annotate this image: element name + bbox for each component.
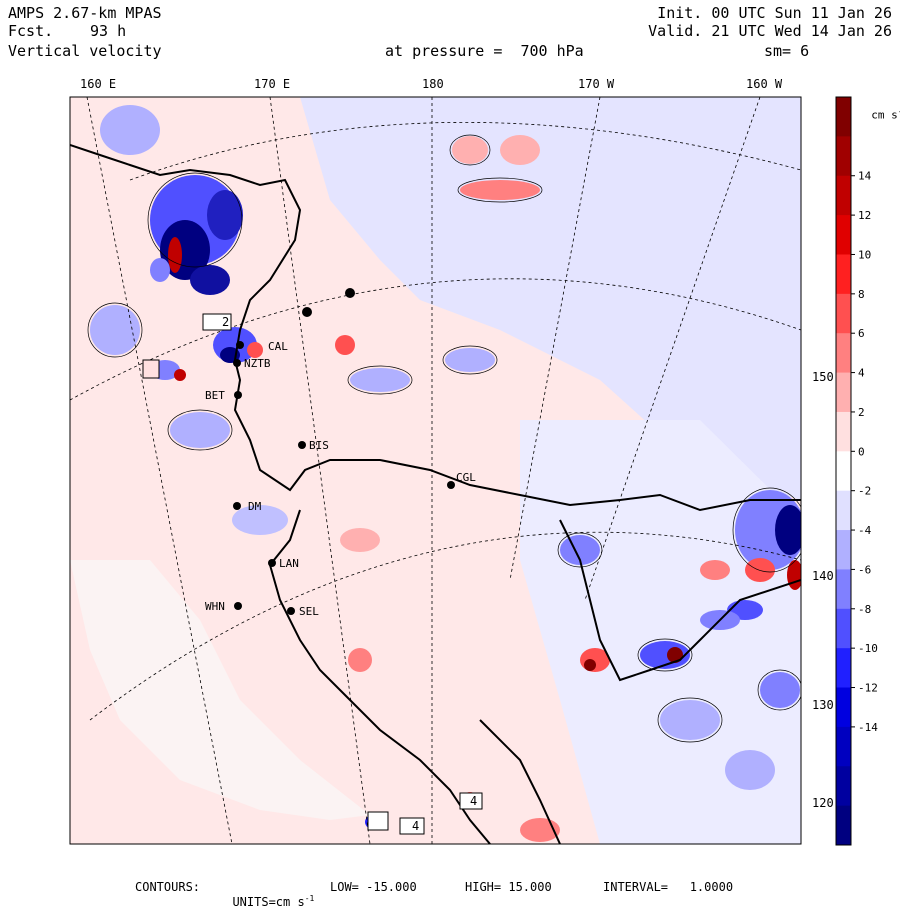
colorbar-swatch (836, 175, 851, 216)
box-label-2: 4 (412, 819, 419, 833)
mountain-dipole-north (150, 175, 243, 295)
station-cal: CAL (268, 340, 288, 353)
footer-interval: INTERVAL= 1.0000 (603, 880, 734, 894)
pressure-level: at pressure = 700 hPa (385, 42, 584, 60)
footer-units: UNITS=cm s-1 (218, 880, 314, 909)
colorbar-swatch (836, 97, 851, 137)
colorbar-tick-label: 14 (858, 170, 872, 183)
forecast-label: Fcst. (8, 22, 54, 40)
colorbar-tick-label: -4 (858, 524, 872, 537)
red-patch-1 (460, 180, 540, 200)
bottom-patch-4 (348, 648, 372, 672)
colorbar-swatch (836, 372, 851, 413)
ice-shelf-front (559, 519, 801, 682)
footer-units-exp: -1 (304, 894, 315, 903)
colorbar-tick-label: -10 (858, 642, 878, 655)
station-whn: WHN (205, 600, 225, 613)
station-bis: BIS (309, 439, 329, 452)
colorbar-tick-label: -12 (858, 682, 878, 695)
footer-contours: CONTOURS: (135, 880, 201, 894)
colorbar-tick-label: 0 (858, 445, 865, 458)
colorbar-swatch (836, 608, 851, 649)
blue-patch-east-1 (445, 348, 495, 372)
colorbar-swatch (836, 333, 851, 374)
init-time: Init. 00 UTC Sun 11 Jan 26 (657, 4, 892, 22)
graticule-parallels (70, 121, 801, 721)
station-markers (233, 288, 455, 615)
colorbar-swatch (836, 687, 851, 728)
colorbar-tick-label: 2 (858, 406, 865, 419)
model-title: AMPS 2.67-km MPAS (8, 4, 162, 22)
colorbar-swatch (836, 766, 851, 807)
red-patch-4 (335, 335, 355, 355)
blue-patch-west-3 (170, 412, 230, 448)
lon-label-160w: 160 W (746, 77, 783, 91)
colorbar-swatch (836, 411, 851, 452)
colorbar-swatch (836, 805, 851, 846)
blue-patch-east-3 (560, 535, 600, 565)
colorbar-swatch (836, 726, 851, 767)
colorbar-tick-label: -14 (858, 721, 878, 734)
red-patch-3 (452, 136, 488, 164)
lon-label-170w: 170 W (578, 77, 615, 91)
forecast-hours: 93 h (90, 22, 127, 40)
station-sel: SEL (299, 605, 319, 618)
colorbar-tick-label: 6 (858, 327, 865, 340)
station-dm: DM (248, 500, 262, 513)
colorbar-tick-label: 8 (858, 288, 865, 301)
colorbar-tick-label: 10 (858, 248, 871, 261)
colorbar-tick-label: 12 (858, 209, 871, 222)
blue-patch-west-1 (90, 305, 140, 355)
colorbar-unit: cm s-1 (858, 94, 900, 122)
coast-lower (479, 719, 561, 844)
colorbar-swatch (836, 530, 851, 570)
colorbar-swatch (836, 569, 851, 610)
colorbar-unit-label: cm s (871, 108, 898, 122)
red-patch-2 (500, 135, 540, 165)
box-label-1: 2 (222, 315, 229, 329)
lon-label-180: 180 (422, 77, 444, 91)
box-label-3: 4 (470, 794, 477, 808)
blue-patch-west-2 (100, 105, 160, 155)
colorbar-tick-label: -8 (858, 603, 871, 616)
map-frame (69, 96, 802, 845)
colorbar-swatch (836, 293, 851, 334)
station-lan: LAN (279, 557, 299, 570)
colorbar-swatch (836, 215, 851, 255)
lon-label-170e: 170 E (254, 77, 291, 91)
light-blue-field-2 (520, 420, 801, 844)
contour-lines (87, 134, 801, 743)
light-blue-field (300, 97, 801, 500)
colorbar-tick-label: -2 (858, 485, 871, 498)
colorbar-unit-exp: -1 (898, 107, 900, 116)
lon-label-160e: 160 E (80, 77, 117, 91)
footer-high: HIGH= 15.000 (465, 880, 552, 894)
coastline (70, 144, 801, 512)
valid-time: Valid. 21 UTC Wed 14 Jan 26 (648, 22, 892, 40)
colorbar-swatch (836, 648, 851, 689)
colorbar-tick-label: -6 (858, 563, 871, 576)
colorbar-tick-label: 4 (858, 367, 865, 380)
colorbar-swatch (836, 136, 851, 177)
colorbar-swatch (836, 490, 851, 531)
colorbar-frame (835, 96, 852, 846)
red-patch-5 (340, 528, 380, 552)
blue-patch-east-2 (350, 368, 410, 392)
colorbar-swatch (836, 254, 851, 295)
station-cgl: CGL (456, 471, 476, 484)
extrema-boxes: 2 4 4 (142, 313, 483, 835)
footer-units-label: UNITS=cm s (232, 895, 305, 909)
station-bet: BET (205, 389, 225, 402)
blue-patch-west-4 (232, 505, 288, 535)
field-name: Vertical velocity (8, 42, 162, 60)
footer-low: LOW= -15.000 (330, 880, 417, 894)
colorbar-swatch (836, 451, 851, 492)
smoothing: sm= 6 (764, 42, 810, 60)
white-region (70, 560, 370, 820)
station-nztb: NZTB (244, 357, 271, 370)
